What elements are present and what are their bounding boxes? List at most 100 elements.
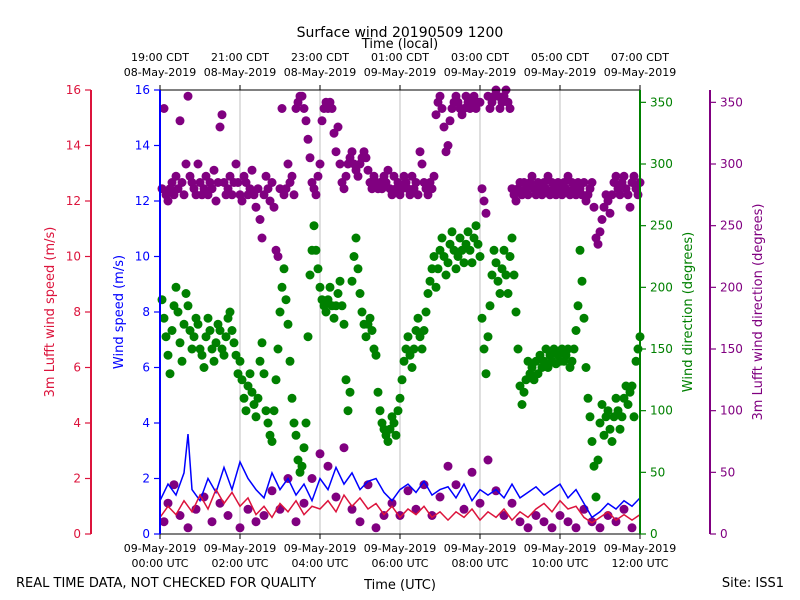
data-point [291,517,301,527]
y-tick-label: 12 [135,194,150,208]
data-point [501,270,511,280]
data-point [427,184,437,194]
y-tick-label: 300 [650,157,673,171]
y-tick-label: 12 [66,194,81,208]
data-point [193,159,203,169]
data-point [587,517,597,527]
data-point [231,159,241,169]
data-point [633,190,643,200]
data-point [165,369,175,379]
x-top-tick-label: 09-May-2019 [604,66,676,79]
data-point [483,332,493,342]
direction-axis-label: Wind direction (degrees) [681,232,696,392]
data-point [569,344,579,354]
x-top-tick-label: 09-May-2019 [364,66,436,79]
x-tick-label: 09-May-2019 [524,542,596,555]
data-point [607,190,617,200]
data-point [593,455,603,465]
data-point [629,171,639,181]
data-point [199,363,209,372]
data-point [357,307,367,317]
data-point [465,245,475,255]
data-point [523,190,533,200]
data-point [237,196,247,206]
y-tick-label: 150 [650,342,673,356]
data-point [417,344,427,354]
data-point [509,270,519,280]
data-point [463,227,473,237]
data-point [419,326,429,335]
data-point [459,258,469,268]
x-top-tick-label: 21:00 CDT [211,51,269,64]
y-tick-label: 50 [650,465,665,479]
data-point [625,202,635,212]
data-point [477,313,487,323]
data-point [627,381,637,391]
data-point [539,517,549,527]
lufft-direction-axis: 0 50 100 150 200 250 300 350 3m Lufft wind direc… [709,90,766,541]
data-point [309,221,319,231]
quality-note: REAL TIME DATA, NOT CHECKED FOR QUALITY [16,576,316,591]
y-tick-label: 6 [142,361,150,375]
data-point [171,171,181,181]
data-point [341,375,351,385]
bottom-x-axis-label: Time (UTC) [363,578,436,593]
speed-axis: 0 2 4 6 8 10 12 14 16 Wind speed (m/s) [112,83,161,541]
data-point [583,393,593,403]
data-point [355,517,365,527]
data-point [429,252,439,261]
data-point [563,517,573,527]
data-point [189,332,199,342]
data-point [283,159,293,169]
data-point [341,171,351,181]
data-point [513,344,523,354]
data-point [299,443,309,453]
data-point [183,91,193,101]
data-point [247,387,257,397]
data-point [305,270,315,280]
data-point [297,91,307,101]
data-point [269,202,279,212]
data-point [547,523,557,533]
x-tick-label: 04:00 UTC [291,557,348,570]
data-point [455,233,465,243]
data-point [517,400,527,409]
data-point [431,282,441,292]
data-point [255,356,265,366]
data-point [173,307,183,317]
data-point [475,252,485,261]
data-point [473,239,483,249]
data-point [479,344,489,354]
data-point [187,344,197,354]
data-point [627,523,637,533]
data-point [253,393,263,403]
data-point [493,276,503,286]
data-point [407,363,417,372]
data-point [233,178,243,187]
data-point [443,141,453,150]
data-point [579,178,589,187]
data-point [163,498,173,508]
y-tick-label: 2 [142,472,150,486]
data-point [283,319,293,329]
data-point [421,307,431,317]
data-point [241,406,251,416]
data-point [237,375,247,385]
x-tick-label: 09-May-2019 [204,542,276,555]
y-tick-label: 0 [73,527,81,541]
data-point [181,289,191,298]
data-point [587,178,597,187]
y-tick-label: 200 [650,280,673,294]
data-point [577,276,587,286]
data-point [607,437,617,446]
data-point [511,196,521,206]
data-point [273,344,283,354]
data-point [507,233,517,243]
x-top-tick-label: 08-May-2019 [284,66,356,79]
x-top-tick-label: 08-May-2019 [124,66,196,79]
data-point [505,104,515,113]
data-point [311,245,321,255]
y-tick-label: 350 [720,95,743,109]
data-point [403,332,413,342]
data-point [337,301,347,311]
